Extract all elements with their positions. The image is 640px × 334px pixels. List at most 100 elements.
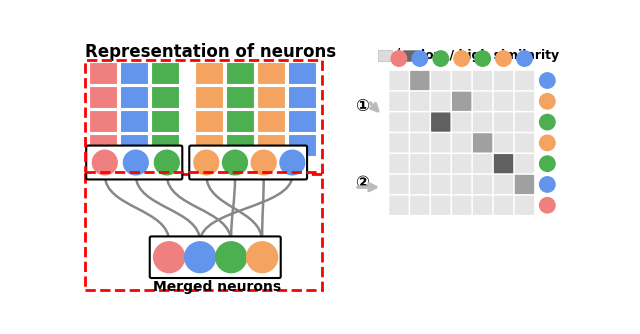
FancyBboxPatch shape xyxy=(452,133,472,153)
FancyBboxPatch shape xyxy=(389,154,408,173)
Circle shape xyxy=(540,114,555,130)
FancyBboxPatch shape xyxy=(431,196,451,215)
Circle shape xyxy=(540,177,555,192)
FancyBboxPatch shape xyxy=(473,196,492,215)
Bar xyxy=(226,134,253,156)
Circle shape xyxy=(92,150,117,175)
Bar xyxy=(151,110,179,132)
FancyBboxPatch shape xyxy=(410,92,429,111)
Circle shape xyxy=(540,94,555,109)
FancyBboxPatch shape xyxy=(494,71,513,90)
Bar xyxy=(403,50,417,61)
FancyBboxPatch shape xyxy=(389,175,408,194)
Circle shape xyxy=(184,242,216,273)
Bar xyxy=(195,110,223,132)
Text: ②: ② xyxy=(355,174,369,192)
Bar xyxy=(226,62,253,84)
Bar xyxy=(288,110,316,132)
FancyBboxPatch shape xyxy=(389,113,408,132)
Circle shape xyxy=(216,242,246,273)
FancyBboxPatch shape xyxy=(452,196,472,215)
FancyBboxPatch shape xyxy=(452,92,472,111)
FancyBboxPatch shape xyxy=(473,92,492,111)
FancyBboxPatch shape xyxy=(410,196,429,215)
Circle shape xyxy=(246,242,278,273)
FancyBboxPatch shape xyxy=(410,71,429,90)
Circle shape xyxy=(454,51,469,66)
FancyBboxPatch shape xyxy=(389,196,408,215)
Bar xyxy=(226,110,253,132)
FancyBboxPatch shape xyxy=(431,154,451,173)
FancyBboxPatch shape xyxy=(389,133,408,153)
Circle shape xyxy=(475,51,490,66)
Bar xyxy=(90,86,117,108)
Circle shape xyxy=(391,51,406,66)
Text: ①: ① xyxy=(355,97,369,115)
FancyBboxPatch shape xyxy=(473,175,492,194)
FancyBboxPatch shape xyxy=(515,92,534,111)
Text: /: / xyxy=(396,48,401,63)
Text: low / high similarity: low / high similarity xyxy=(421,49,559,62)
FancyBboxPatch shape xyxy=(431,175,451,194)
Bar xyxy=(151,62,179,84)
FancyBboxPatch shape xyxy=(189,146,307,179)
Circle shape xyxy=(540,73,555,88)
FancyBboxPatch shape xyxy=(515,71,534,90)
FancyBboxPatch shape xyxy=(515,113,534,132)
FancyBboxPatch shape xyxy=(389,92,408,111)
FancyBboxPatch shape xyxy=(473,71,492,90)
Circle shape xyxy=(540,135,555,151)
Bar xyxy=(257,86,285,108)
FancyBboxPatch shape xyxy=(515,133,534,153)
FancyBboxPatch shape xyxy=(150,236,281,278)
Bar xyxy=(195,86,223,108)
FancyBboxPatch shape xyxy=(473,113,492,132)
Bar xyxy=(195,134,223,156)
FancyBboxPatch shape xyxy=(389,71,408,90)
Text: Merged neurons: Merged neurons xyxy=(153,280,281,294)
Circle shape xyxy=(223,150,248,175)
Bar xyxy=(288,134,316,156)
FancyBboxPatch shape xyxy=(452,71,472,90)
FancyBboxPatch shape xyxy=(452,175,472,194)
Circle shape xyxy=(124,150,148,175)
FancyBboxPatch shape xyxy=(515,196,534,215)
FancyBboxPatch shape xyxy=(410,133,429,153)
Bar xyxy=(195,62,223,84)
Bar xyxy=(288,86,316,108)
FancyBboxPatch shape xyxy=(494,133,513,153)
FancyBboxPatch shape xyxy=(494,92,513,111)
FancyBboxPatch shape xyxy=(494,113,513,132)
Bar xyxy=(120,62,148,84)
FancyBboxPatch shape xyxy=(431,133,451,153)
Bar xyxy=(120,86,148,108)
Circle shape xyxy=(540,197,555,213)
FancyBboxPatch shape xyxy=(410,113,429,132)
Circle shape xyxy=(496,51,511,66)
Bar xyxy=(257,110,285,132)
FancyBboxPatch shape xyxy=(452,154,472,173)
Bar xyxy=(90,110,117,132)
Circle shape xyxy=(433,51,449,66)
Bar xyxy=(120,110,148,132)
FancyBboxPatch shape xyxy=(86,146,182,179)
Bar xyxy=(257,134,285,156)
FancyBboxPatch shape xyxy=(515,154,534,173)
FancyBboxPatch shape xyxy=(410,154,429,173)
FancyBboxPatch shape xyxy=(431,113,451,132)
FancyBboxPatch shape xyxy=(431,71,451,90)
Circle shape xyxy=(154,150,179,175)
Circle shape xyxy=(252,150,276,175)
Bar xyxy=(378,50,392,61)
Text: Representation of neurons: Representation of neurons xyxy=(84,43,336,61)
Circle shape xyxy=(154,242,184,273)
FancyBboxPatch shape xyxy=(515,175,534,194)
FancyBboxPatch shape xyxy=(431,92,451,111)
Bar xyxy=(151,134,179,156)
Circle shape xyxy=(412,51,428,66)
Circle shape xyxy=(516,51,532,66)
Bar xyxy=(151,86,179,108)
Circle shape xyxy=(540,156,555,171)
FancyBboxPatch shape xyxy=(494,196,513,215)
Bar xyxy=(288,62,316,84)
